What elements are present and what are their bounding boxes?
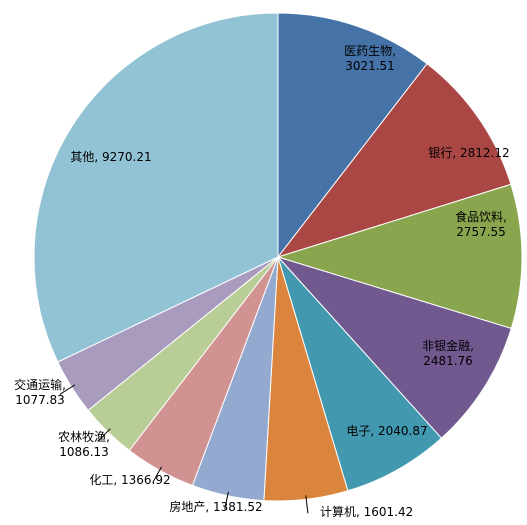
pie-leader-line-9 (97, 428, 111, 442)
pie-leader-line-8 (152, 466, 162, 483)
pie-slice-label-5: 电子, 2040.87 (346, 424, 427, 438)
pie-slice-label-7: 房地产, 1381.52 (169, 499, 262, 514)
pie-leader-line-6 (305, 495, 309, 514)
pie-slice-label-8: 化工, 1366.92 (89, 473, 170, 487)
pie-slice-label-1: 医药生物, 3021.51 (344, 44, 396, 73)
pie-slice-label-4: 非银金融, 2481.76 (422, 338, 474, 368)
pie-slice-label-2: 银行, 2812.12 (428, 146, 509, 160)
pie-slice-11 (33, 12, 279, 363)
pie-slice-3 (276, 183, 523, 330)
pie-slice-label-9: 农林牧渔, 1086.13 (58, 430, 110, 459)
pie-slice-5 (277, 256, 443, 492)
pie-leader-line-7 (224, 491, 229, 510)
pie-slice-1 (277, 12, 428, 259)
pie-leader-line-10 (59, 384, 76, 395)
pie-slice-4 (276, 255, 512, 439)
pie-slice-label-6: 计算机, 1601.42 (320, 504, 413, 519)
pie-slice-label-10: 交通运输, 1077.83 (14, 377, 66, 407)
pie-slice-2 (276, 63, 512, 258)
pie-slice-label-11: 其他, 9270.21 (70, 150, 151, 164)
pie-slice-label-3: 食品饮料, 2757.55 (455, 209, 507, 239)
